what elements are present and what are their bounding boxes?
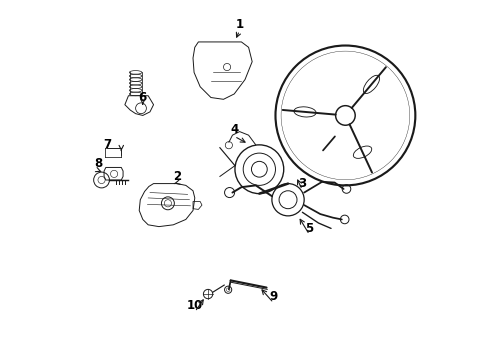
Text: 2: 2 <box>173 170 181 183</box>
Text: 4: 4 <box>230 123 238 136</box>
Text: 3: 3 <box>298 177 306 190</box>
Text: 6: 6 <box>139 91 147 104</box>
Text: 8: 8 <box>94 157 102 170</box>
Text: 10: 10 <box>187 299 203 312</box>
Text: 9: 9 <box>270 290 278 303</box>
Text: 1: 1 <box>236 18 244 31</box>
Text: 5: 5 <box>305 222 314 235</box>
Text: 7: 7 <box>103 138 111 150</box>
